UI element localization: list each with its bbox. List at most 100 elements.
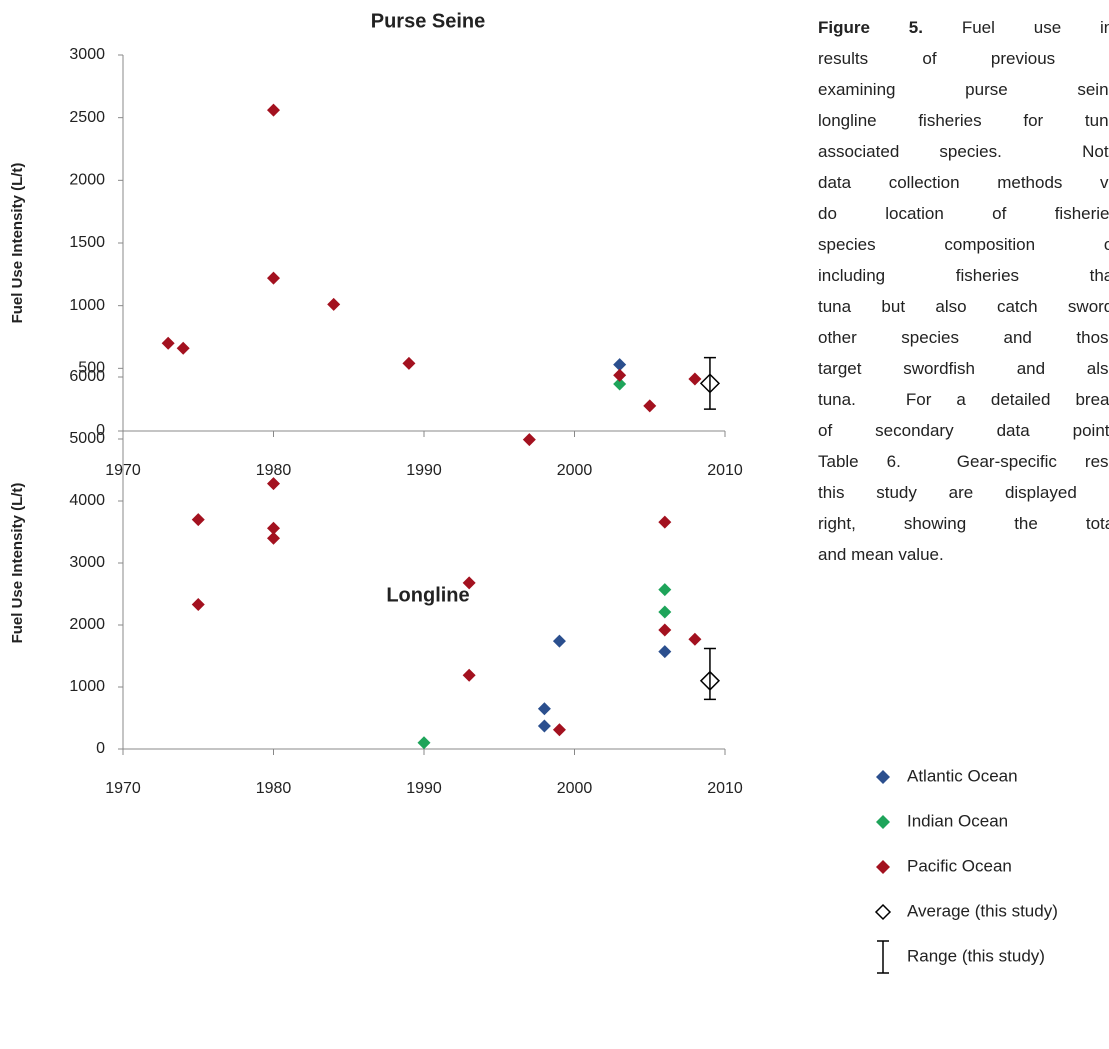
point	[688, 632, 702, 646]
caption-text: Table 6. Gear-specific resu	[818, 452, 1109, 471]
caption-line: this study are displayed o	[818, 477, 1109, 508]
x-tick-label: 2000	[557, 780, 593, 797]
caption-line: target swordfish and also	[818, 353, 1109, 384]
point	[462, 576, 476, 590]
caption-line: associated species. Note	[818, 136, 1109, 167]
y-tick-label: 6000	[69, 368, 105, 385]
legend-label: Indian Ocean	[907, 811, 1008, 830]
caption-text: this study are displayed o	[818, 483, 1109, 502]
x-tick-label: 1990	[406, 462, 442, 479]
y-axis-label: Fuel Use Intensity (L/t)	[9, 163, 26, 324]
y-tick-label: 1500	[69, 234, 105, 251]
point	[643, 399, 657, 413]
y-tick-label: 0	[96, 740, 105, 757]
legend-marker	[876, 770, 890, 784]
y-tick-label: 1000	[69, 678, 105, 695]
legend-label: Range (this study)	[907, 946, 1045, 965]
legend-label: Pacific Ocean	[907, 856, 1012, 875]
point	[191, 513, 205, 527]
point	[522, 433, 536, 447]
point	[267, 521, 280, 535]
y-tick-label: 0	[96, 422, 105, 439]
y-tick-label: 500	[78, 360, 105, 377]
range-whisker	[703, 647, 716, 701]
caption-line: tuna but also catch swordf	[818, 291, 1109, 322]
caption-text: tuna but also catch swordf	[818, 297, 1109, 316]
caption-text: associated species. Note	[818, 142, 1109, 161]
caption-text: examining purse seine	[818, 80, 1109, 99]
caption-text: do location of fisheries	[818, 204, 1109, 223]
y-tick-label: 1000	[69, 297, 105, 314]
point	[658, 583, 672, 597]
point	[267, 477, 280, 491]
x-tick-label: 2010	[707, 780, 743, 797]
point	[688, 372, 702, 386]
legend-marker	[874, 903, 892, 921]
legend-marker	[876, 860, 890, 874]
point	[658, 623, 672, 637]
point	[267, 531, 280, 545]
y-tick-label: 5000	[69, 430, 105, 447]
caption-text: right, showing the total	[818, 514, 1109, 533]
caption-text: other species and those	[818, 328, 1109, 347]
x-tick-label: 1980	[256, 780, 292, 797]
caption-line: of secondary data points	[818, 415, 1109, 446]
point	[176, 341, 190, 355]
caption-text: including fisheries that	[818, 266, 1109, 285]
caption-line: other species and those	[818, 322, 1109, 353]
point	[537, 719, 551, 733]
caption: Figure 5. Fuel use int results of previou…	[818, 12, 1109, 570]
caption-text: species composition of	[818, 235, 1109, 254]
x-tick-label: 1970	[105, 780, 141, 797]
y-tick-label: 3000	[69, 46, 105, 63]
point	[552, 634, 566, 648]
y-axis-label: Fuel Use Intensity (L/t)	[9, 483, 26, 644]
point	[267, 103, 280, 117]
point	[658, 645, 672, 659]
point	[462, 668, 476, 682]
caption-line: tuna. For a detailed break	[818, 384, 1109, 415]
point	[658, 515, 672, 529]
point	[327, 297, 341, 311]
y-tick-label: 2000	[69, 616, 105, 633]
caption-text: tuna. For a detailed break	[818, 390, 1109, 409]
point	[613, 368, 627, 382]
point	[658, 605, 672, 619]
range-bar	[703, 647, 716, 701]
legend-marker	[876, 815, 890, 829]
chart-title: Purse Seine	[371, 10, 486, 32]
legend-marker	[877, 940, 889, 974]
point	[537, 702, 551, 716]
point	[613, 377, 627, 391]
caption-line: Figure 5. Fuel use int	[818, 12, 1109, 43]
caption-line: do location of fisheries	[818, 198, 1109, 229]
caption-line: Table 6. Gear-specific resu	[818, 446, 1109, 477]
point	[613, 358, 627, 372]
caption-line: longline fisheries for tuna	[818, 105, 1109, 136]
caption-line: data collection methods va	[818, 167, 1109, 198]
caption-line: including fisheries that	[818, 260, 1109, 291]
y-tick-label: 4000	[69, 492, 105, 509]
caption-text: results of previous s	[818, 49, 1109, 68]
point	[402, 356, 416, 370]
caption-line: examining purse seine	[818, 74, 1109, 105]
caption-line: species composition of	[818, 229, 1109, 260]
caption-text: longline fisheries for tuna	[818, 111, 1109, 130]
x-tick-label: 2000	[557, 462, 593, 479]
x-tick-label: 1980	[256, 462, 292, 479]
caption-text: target swordfish and also	[818, 359, 1109, 378]
caption-text: of secondary data points	[818, 421, 1109, 440]
point	[161, 336, 175, 350]
range-whisker	[703, 356, 716, 410]
range-bar	[703, 356, 716, 410]
y-tick-label: 2500	[69, 109, 105, 126]
point	[552, 723, 566, 737]
caption-text: data collection methods va	[818, 173, 1109, 192]
caption-label: Figure 5.	[818, 18, 923, 37]
point	[191, 598, 205, 612]
chart-title: Longline	[386, 584, 469, 606]
x-tick-label: 1990	[406, 780, 442, 797]
caption-line: right, showing the total	[818, 508, 1109, 539]
